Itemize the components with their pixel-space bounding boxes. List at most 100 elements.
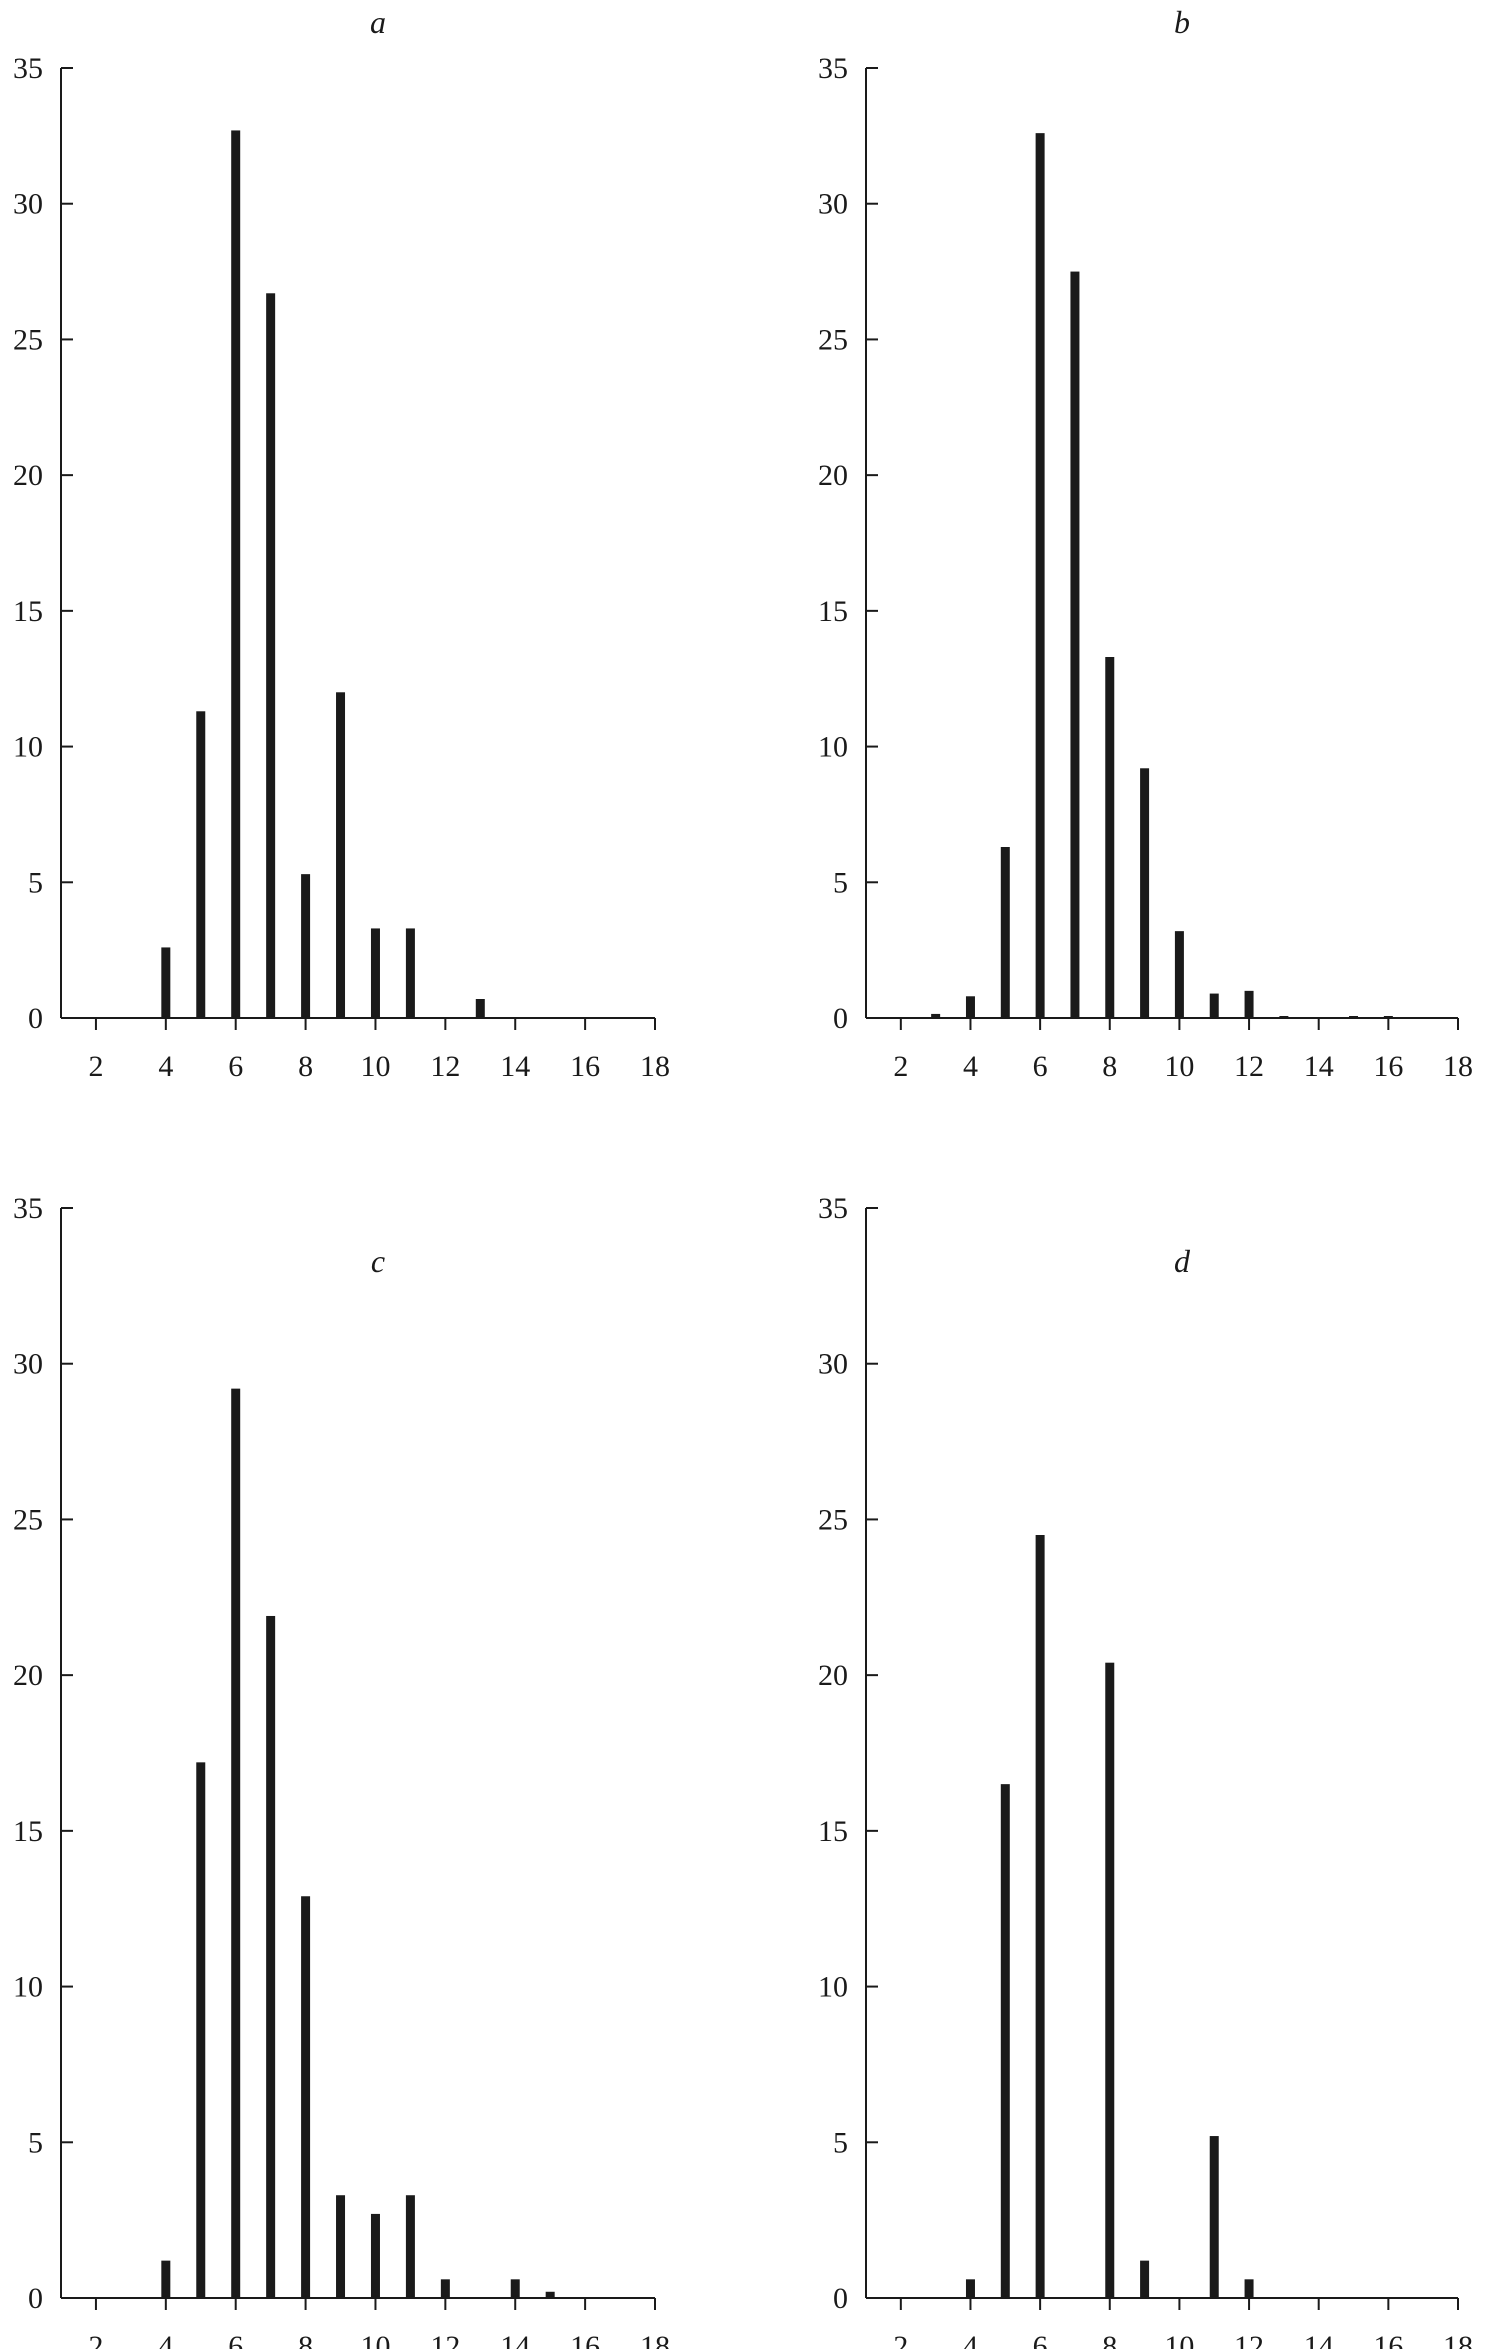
y-tick-label: 0	[28, 1002, 43, 1035]
y-tick-label: 35	[818, 52, 848, 85]
x-tick-label: 14	[500, 2330, 530, 2349]
x-tick-label: 18	[1443, 1050, 1473, 1083]
y-tick-label: 30	[818, 1348, 848, 1381]
x-tick-label: 6	[1033, 2330, 1048, 2349]
x-tick-label: 14	[500, 1050, 530, 1083]
y-tick-label: 0	[833, 2282, 848, 2315]
x-tick-label: 18	[640, 2330, 670, 2349]
chart-panel-b: 0 5 10 15 20 25 30 35 2 4 6 8 10 12 14 16 18 b	[818, 4, 1473, 1083]
bar	[1279, 1016, 1289, 1018]
x-tick-label: 10	[1164, 2330, 1194, 2349]
bar	[475, 999, 485, 1018]
bar	[1000, 847, 1010, 1018]
x-tick-label: 2	[88, 1050, 103, 1083]
bar	[161, 947, 171, 1018]
bar	[370, 2213, 380, 2298]
x-tick-label: 16	[1373, 1050, 1403, 1083]
bar	[1000, 1784, 1010, 2298]
x-tick-label: 2	[893, 2330, 908, 2349]
bar	[1140, 768, 1150, 1018]
y-tick-label: 5	[833, 2126, 848, 2159]
bar	[1035, 133, 1045, 1019]
x-tick-label: 8	[1102, 2330, 1117, 2349]
bar	[266, 293, 276, 1018]
bar	[440, 2279, 450, 2298]
bar	[1140, 2260, 1150, 2298]
x-tick-label: 2	[893, 1050, 908, 1083]
bar	[196, 1762, 206, 2298]
bar	[336, 2195, 346, 2298]
bar	[1209, 993, 1219, 1018]
bar	[336, 692, 346, 1018]
y-tick-label: 30	[13, 1348, 43, 1381]
x-tick-label: 8	[298, 2330, 313, 2349]
y-tick-label: 10	[818, 1971, 848, 2004]
y-tick-label: 5	[28, 2126, 43, 2159]
y-tick-label: 25	[818, 323, 848, 356]
x-tick-label: 12	[1234, 1050, 1264, 1083]
y-tick-label: 0	[28, 2282, 43, 2315]
bar	[301, 1896, 311, 2298]
x-tick-label: 8	[1102, 1050, 1117, 1083]
x-tick-label: 6	[228, 1050, 243, 1083]
bar	[196, 711, 206, 1018]
bar	[1383, 1016, 1393, 1018]
x-tick-label: 12	[430, 1050, 460, 1083]
panel-label-c: c	[371, 1243, 385, 1279]
bar	[1105, 1662, 1115, 2298]
y-tick-label: 35	[13, 1192, 43, 1225]
bar	[1070, 271, 1080, 1019]
bar	[266, 1615, 276, 2298]
x-tick-label: 14	[1304, 2330, 1334, 2349]
y-tick-label: 5	[833, 866, 848, 899]
x-tick-label: 16	[1373, 2330, 1403, 2349]
bar	[301, 874, 311, 1018]
panel-label-a: a	[370, 4, 386, 40]
bar	[405, 928, 415, 1018]
bar	[1035, 1535, 1045, 2298]
y-tick-label: 35	[818, 1192, 848, 1225]
x-tick-label: 10	[360, 2330, 390, 2349]
y-tick-label: 20	[818, 459, 848, 492]
y-tick-label: 5	[28, 866, 43, 899]
y-tick-label: 35	[13, 52, 43, 85]
x-tick-label: 18	[1443, 2330, 1473, 2349]
bar	[405, 2195, 415, 2298]
bar	[965, 996, 975, 1018]
y-tick-label: 10	[13, 1971, 43, 2004]
x-tick-label: 4	[963, 2330, 978, 2349]
y-tick-label: 30	[818, 188, 848, 221]
y-tick-label: 25	[818, 1503, 848, 1536]
y-tick-label: 25	[13, 323, 43, 356]
chart-panel-c: 0 5 10 15 20 25 30 35 2 4 6 8 10 12 14 16 18 c	[13, 1192, 670, 2349]
x-tick-label: 6	[228, 2330, 243, 2349]
x-tick-label: 12	[1234, 2330, 1264, 2349]
bar	[231, 1388, 241, 2298]
bar	[1244, 2279, 1254, 2298]
y-tick-label: 25	[13, 1503, 43, 1536]
y-tick-label: 20	[818, 1659, 848, 1692]
panel-label-b: b	[1174, 4, 1190, 40]
x-tick-label: 8	[298, 1050, 313, 1083]
y-tick-label: 20	[13, 459, 43, 492]
chart-panel-a: 0 5 10 15 20 25 30 35 2 4 6 8 10 12 14 16 18 a	[13, 4, 670, 1083]
x-tick-label: 2	[88, 2330, 103, 2349]
y-tick-label: 15	[818, 595, 848, 628]
panel-label-d: d	[1174, 1243, 1191, 1279]
y-tick-label: 0	[833, 1002, 848, 1035]
x-tick-label: 10	[360, 1050, 390, 1083]
y-tick-label: 15	[818, 1815, 848, 1848]
x-tick-label: 14	[1304, 1050, 1334, 1083]
bar	[1349, 1016, 1359, 1018]
y-tick-label: 30	[13, 188, 43, 221]
bar	[510, 2279, 520, 2298]
y-tick-label: 10	[818, 731, 848, 764]
bar	[1174, 931, 1184, 1018]
x-tick-label: 10	[1164, 1050, 1194, 1083]
x-tick-label: 16	[570, 1050, 600, 1083]
bar	[370, 928, 380, 1018]
x-tick-label: 4	[158, 1050, 173, 1083]
x-tick-label: 18	[640, 1050, 670, 1083]
bar	[1105, 657, 1115, 1018]
